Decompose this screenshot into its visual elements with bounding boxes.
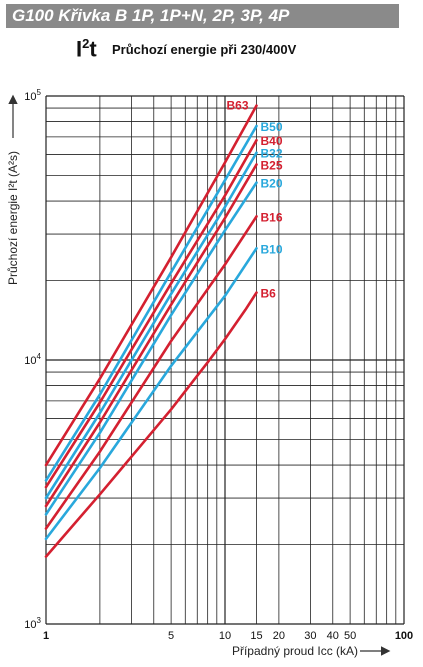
y-tick-base: 10 (24, 91, 36, 103)
series-label-b32: B32 (261, 147, 283, 161)
x-tick-label: 40 (327, 630, 339, 642)
y-tick-exponent: 4 (37, 352, 42, 361)
i2t-symbol: I2t (76, 36, 97, 62)
x-tick-label: 100 (395, 630, 413, 642)
y-tick-label: 105 (24, 88, 41, 103)
y-axis-label: Průchozí energie I²t (A²s) (6, 151, 20, 285)
series-line-b25 (44, 163, 258, 508)
series-group (44, 104, 258, 558)
y-tick-exponent: 3 (37, 616, 42, 625)
series-label-b20: B20 (261, 177, 283, 191)
x-tick-label: 10 (219, 630, 231, 642)
y-tick-label: 104 (24, 352, 41, 367)
series-line-b20 (44, 181, 258, 516)
x-tick-label: 15 (250, 630, 262, 642)
series-line-b63 (44, 104, 258, 467)
i2t-superscript: 2 (82, 36, 90, 51)
series-line-b32 (44, 151, 258, 500)
i2t-letter-t: t (89, 36, 97, 62)
chart-title: G100 Křivka B 1P, 1P+N, 2P, 3P, 4P (12, 6, 290, 25)
series-line-b16 (44, 215, 258, 530)
y-tick-label: 103 (24, 616, 41, 631)
x-tick-label: 30 (304, 630, 316, 642)
x-tick-label: 5 (168, 630, 174, 642)
chart-subtitle: Průchozí energie při 230/400V (112, 42, 297, 57)
series-label-b16: B16 (261, 210, 283, 224)
x-tick-label: 1 (43, 630, 49, 642)
series-label-b50: B50 (261, 120, 283, 134)
series-label-b25: B25 (261, 159, 283, 173)
series-label-b6: B6 (261, 287, 277, 301)
series-line-b40 (44, 138, 258, 489)
x-tick-label: 50 (344, 630, 356, 642)
grid (45, 95, 405, 625)
series-line-b10 (44, 247, 258, 541)
i2t-letter: I (76, 36, 83, 62)
title-bar: G100 Křivka B 1P, 1P+N, 2P, 3P, 4P (6, 4, 399, 28)
y-tick-base: 10 (24, 355, 36, 367)
y-tick-base: 10 (24, 619, 36, 631)
x-axis-label: Případný proud Icc (kA) (232, 644, 358, 658)
series-label-b63: B63 (227, 99, 249, 113)
series-label-b10: B10 (261, 242, 283, 256)
x-tick-label: 20 (273, 630, 285, 642)
y-tick-exponent: 5 (37, 88, 42, 97)
series-label-b40: B40 (261, 134, 283, 148)
series-line-b6 (44, 291, 258, 558)
series-line-b50 (44, 124, 258, 482)
